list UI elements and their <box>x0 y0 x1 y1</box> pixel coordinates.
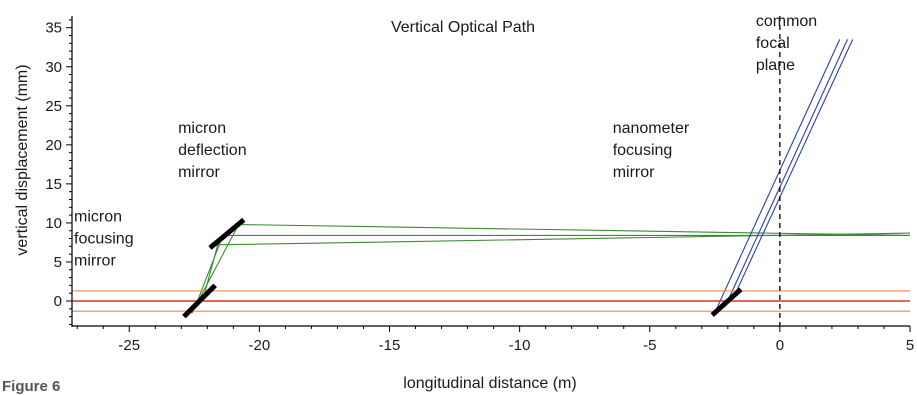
y-tick-label: 15 <box>45 176 62 193</box>
y-tick-label: 20 <box>45 137 62 154</box>
x-tick-label: -20 <box>249 337 271 354</box>
x-tick-label: 0 <box>776 337 784 354</box>
nanometer-rays-line-4 <box>724 39 849 307</box>
x-tick-label: -5 <box>643 337 656 354</box>
annotation-0: micron focusing mirror <box>74 208 134 269</box>
annotation-line: focal <box>756 35 790 52</box>
mirror-2 <box>710 287 743 317</box>
annotation-line: mirror <box>178 164 220 181</box>
nanometer-rays-line-5 <box>732 39 854 299</box>
y-tick-label: 30 <box>45 59 62 76</box>
micron-rays-line-0 <box>191 223 911 314</box>
x-tick-label: -15 <box>379 337 401 354</box>
annotation-line: deflection <box>178 142 247 159</box>
annotation-1: micron deflection mirror <box>178 120 247 181</box>
annotation-line: micron <box>74 208 122 225</box>
micron-rays-line-1 <box>196 234 910 303</box>
axes-layer: -25 -20 -15 -10 -5 0 5 0 5 10 15 20 25 30 35 <box>45 16 914 354</box>
annotation-line: micron <box>178 120 226 137</box>
x-axis-title: longitudinal distance (m) <box>403 375 576 392</box>
annotation-3: common focal plane <box>756 13 817 74</box>
annotation-line: nanometer <box>613 120 690 137</box>
y-tick-label: 35 <box>45 20 62 37</box>
annotation-line: plane <box>756 57 795 74</box>
annotation-line: focusing <box>613 142 673 159</box>
mirrors-layer <box>182 217 743 319</box>
y-tick-label: 10 <box>45 215 62 232</box>
x-tick-label: -10 <box>509 337 531 354</box>
rays-layer <box>72 16 911 326</box>
chart-title: Vertical Optical Path <box>391 19 535 36</box>
y-tick-label: 0 <box>54 293 62 310</box>
x-tick-label: 5 <box>906 337 914 354</box>
annotation-line: focusing <box>74 230 134 247</box>
annotation-2: nanometer focusing mirror <box>613 120 690 181</box>
figure-caption: Figure 6 <box>2 378 61 395</box>
annotation-line: mirror <box>74 252 116 269</box>
labels-layer: micron focusing mirror micron deflection mirr… <box>74 13 817 269</box>
x-tick-label: -25 <box>118 337 140 354</box>
mirror-1 <box>208 217 246 250</box>
y-tick-label: 5 <box>54 254 62 271</box>
y-tick-label: 25 <box>45 98 62 115</box>
y-axis-title: vertical displacement (mm) <box>14 64 31 255</box>
nanometer-rays-line-3 <box>714 39 841 313</box>
mirror-0 <box>182 283 217 319</box>
annotation-line: common <box>756 13 817 30</box>
annotation-line: mirror <box>613 164 655 181</box>
micron-rays-line-2 <box>204 232 911 294</box>
